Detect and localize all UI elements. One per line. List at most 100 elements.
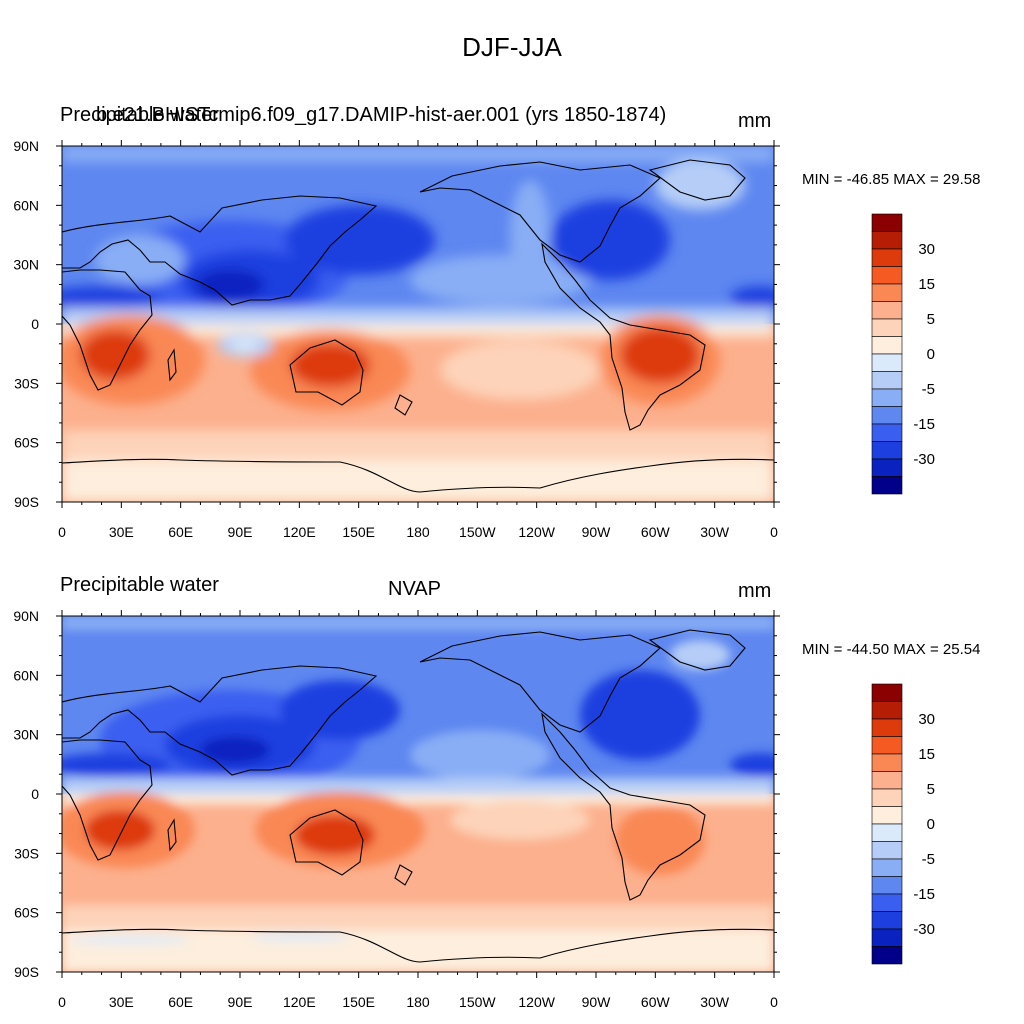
lon-label: 0 (770, 524, 778, 540)
colorbar-swatch (871, 858, 903, 877)
colorbar-swatch (871, 441, 903, 460)
lat-label: 30N (13, 727, 39, 743)
colorbar-swatch (871, 806, 903, 825)
lon-label: 30W (700, 524, 730, 540)
panel1-left-title: Precipitable water (60, 104, 219, 126)
lon-label: 90W (582, 524, 612, 540)
panel1-map: 90N 60N 30N 0 30S 60S 90S 0 30E 60E 90E 120E 150E 180… (13, 138, 780, 540)
figure-title: DJF-JJA (462, 32, 562, 62)
panel2-ticks (56, 610, 780, 978)
lon-label: 90W (582, 994, 612, 1010)
lon-label: 120E (283, 994, 316, 1010)
colorbar-label: -15 (913, 886, 935, 903)
colorbar-swatch (871, 371, 903, 390)
panel2-left-title: Precipitable water (60, 574, 219, 596)
lat-label: 90S (14, 494, 39, 510)
colorbar-label: -15 (913, 416, 935, 433)
lat-label: 90S (14, 964, 39, 980)
lat-label: 60S (14, 435, 39, 451)
lat-label: 90N (13, 608, 39, 624)
panel2-minmax: MIN = -44.50 MAX = 25.54 (802, 641, 981, 658)
lon-label: 150W (459, 994, 496, 1010)
panel1-axis-labels: 90N 60N 30N 0 30S 60S 90S 0 30E 60E 90E 120E 150E 180… (13, 138, 778, 540)
lon-label: 60W (641, 524, 671, 540)
colorbar-swatch (871, 423, 903, 442)
panel1-field (62, 146, 774, 502)
colorbar-swatch (871, 683, 903, 702)
colorbar-swatch (871, 753, 903, 772)
panel1-center-title: b.e21.BHISTcmip6.f09_g17.DAMIP-hist-aer.… (96, 104, 667, 126)
colorbar-swatch (871, 266, 903, 285)
colorbar-label: 15 (918, 746, 935, 763)
colorbar-label: 30 (918, 241, 935, 258)
lat-label: 60N (13, 197, 39, 213)
lon-label: 150E (342, 524, 375, 540)
panel1-colorbar: 30 15 5 0 -5 -15 -30 (871, 213, 935, 495)
lon-label: 60W (641, 994, 671, 1010)
lon-label: 0 (770, 994, 778, 1010)
panel1-minmax: MIN = -46.85 MAX = 29.58 (802, 171, 981, 188)
lat-label: 30S (14, 375, 39, 391)
lat-label: 0 (31, 786, 39, 802)
colorbar-label: 5 (927, 311, 935, 328)
lon-label: 30E (109, 994, 134, 1010)
colorbar-swatch (871, 701, 903, 720)
colorbar-label: 5 (927, 781, 935, 798)
colorbar-swatch (871, 213, 903, 232)
colorbar-swatch (871, 353, 903, 372)
colorbar-swatch (871, 336, 903, 355)
colorbar-label: 30 (918, 711, 935, 728)
colorbar-swatch (871, 893, 903, 912)
lon-label: 60E (168, 524, 193, 540)
panel2-units: mm (738, 580, 772, 602)
lat-label: 0 (31, 316, 39, 332)
lon-label: 180 (406, 994, 430, 1010)
panel1-coastlines (62, 159, 774, 493)
colorbar-label: 0 (927, 816, 935, 833)
panel2-field (62, 616, 774, 972)
colorbar-label: -30 (913, 451, 935, 468)
lat-label: 30S (14, 845, 39, 861)
colorbar-swatch (871, 946, 903, 965)
colorbar-swatch (871, 231, 903, 250)
panel2-map: 90N 60N 30N 0 30S 60S 90S 0 30E 60E 90E 120E 150E 180… (13, 608, 780, 1010)
lon-label: 120W (518, 994, 555, 1010)
colorbar-swatch (871, 911, 903, 930)
lat-label: 60N (13, 667, 39, 683)
colorbar-label: 15 (918, 276, 935, 293)
lat-label: 60S (14, 905, 39, 921)
colorbar-swatch (871, 406, 903, 425)
lon-label: 60E (168, 994, 193, 1010)
colorbar-swatch (871, 318, 903, 337)
lon-label: 90E (228, 524, 253, 540)
colorbar-swatch (871, 788, 903, 807)
colorbar-swatch (871, 388, 903, 407)
lon-label: 120E (283, 524, 316, 540)
colorbar-label: -5 (922, 381, 935, 398)
lon-label: 90E (228, 994, 253, 1010)
colorbar-swatch (871, 928, 903, 947)
lon-label: 120W (518, 524, 555, 540)
panel2-coastlines (62, 629, 774, 963)
lon-label: 150W (459, 524, 496, 540)
lon-label: 0 (58, 524, 66, 540)
lon-label: 180 (406, 524, 430, 540)
colorbar-swatch (871, 283, 903, 302)
panel1-ticks (56, 140, 780, 508)
panel1-units: mm (738, 110, 772, 132)
colorbar-swatch (871, 301, 903, 320)
lon-label: 30E (109, 524, 134, 540)
lon-label: 30W (700, 994, 730, 1010)
colorbar-swatch (871, 458, 903, 477)
colorbar-swatch (871, 718, 903, 737)
colorbar-swatch (871, 248, 903, 267)
lat-label: 90N (13, 138, 39, 154)
colorbar-label: -5 (922, 851, 935, 868)
lon-label: 150E (342, 994, 375, 1010)
colorbar-swatch (871, 876, 903, 895)
lat-label: 30N (13, 257, 39, 273)
colorbar-swatch (871, 476, 903, 495)
panel2-axis-labels: 90N 60N 30N 0 30S 60S 90S 0 30E 60E 90E 120E 150E 180… (13, 608, 778, 1010)
lon-label: 0 (58, 994, 66, 1010)
